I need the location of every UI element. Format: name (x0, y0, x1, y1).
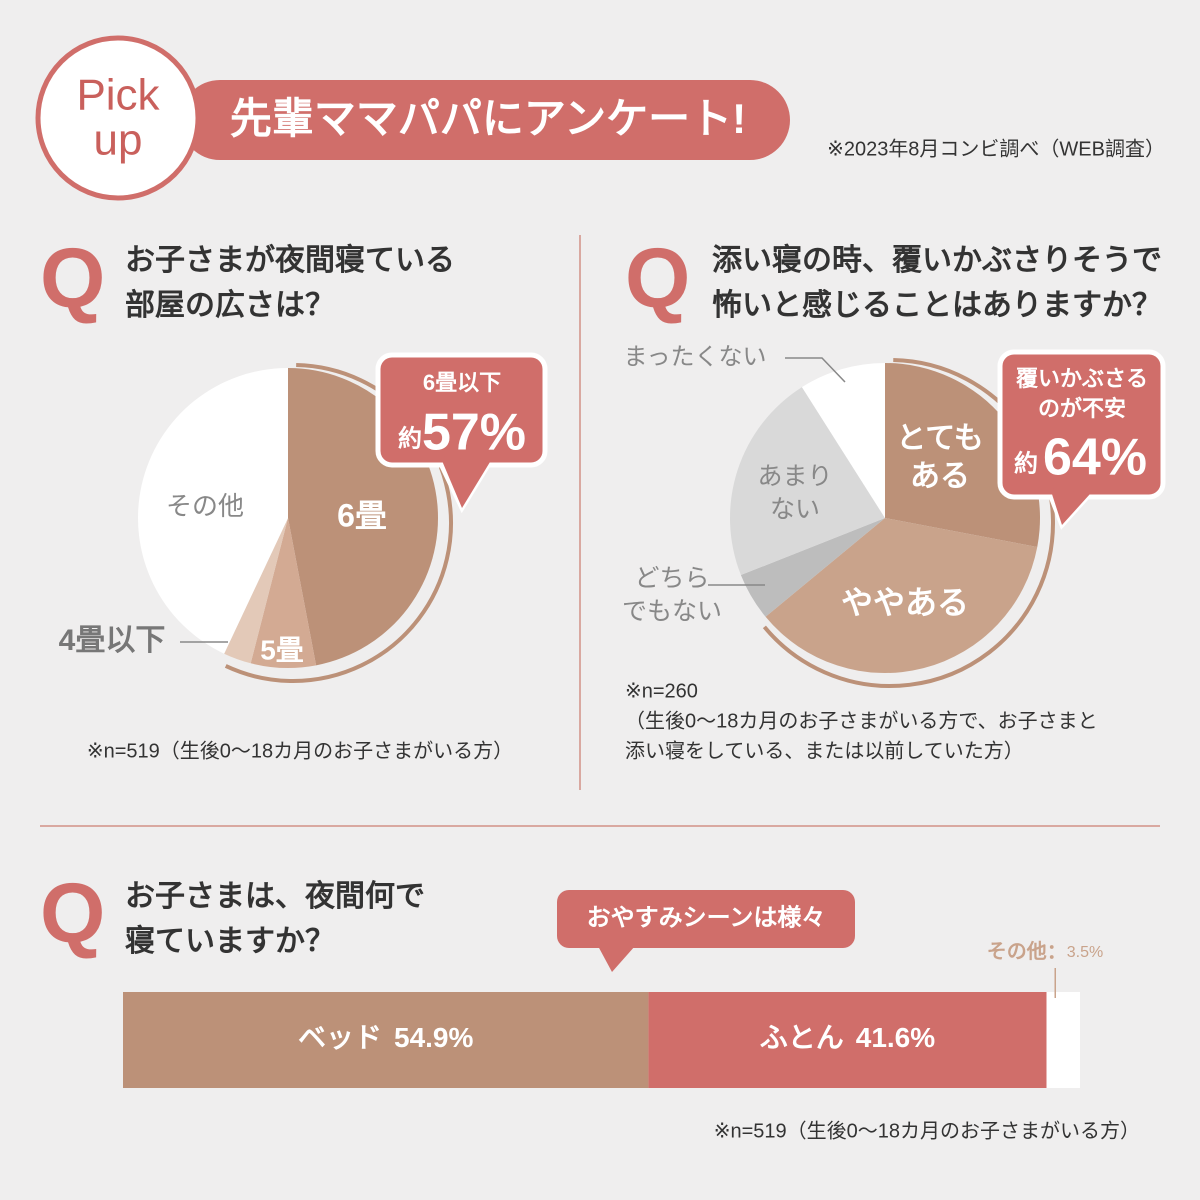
slice-label: ない (770, 496, 820, 524)
question: 寝ていますか？ (125, 924, 335, 958)
slice-label: ある (910, 460, 970, 493)
pie-slice (885, 363, 1040, 548)
badge-text: Pick (76, 71, 160, 120)
value-label: 3.5% (1067, 944, 1103, 961)
callout-tail (1050, 488, 1090, 525)
note: ※n=519（生後0〜18カ月のお子さまがいる方） (714, 1119, 1140, 1142)
callout-text: のが不安 (1038, 396, 1126, 421)
badge (35, 35, 201, 201)
callout (557, 890, 855, 948)
question: 怖いと感じることはありますか？ (712, 289, 1162, 322)
slice-label: 6畳 (337, 497, 387, 533)
bar-label: その他：3.5% (987, 939, 1103, 963)
category: その他 (987, 939, 1047, 963)
callout-value: 57% (422, 404, 526, 462)
badge-text: up (94, 116, 143, 165)
separator: ： (1047, 941, 1067, 963)
title-pill (180, 80, 790, 160)
header-note: ※2023年8月コンビ調べ（WEB調査） (827, 137, 1165, 160)
bar-segment (1046, 992, 1080, 1088)
bar-segment (648, 992, 1047, 1088)
question: 添い寝の時、覆いかぶさりそうで (712, 243, 1162, 277)
bar-segment (123, 992, 649, 1088)
slice-label: どちら (634, 565, 709, 593)
callout-text: 約 (398, 424, 422, 452)
pie-slice (250, 518, 317, 668)
slice-label: ややある (841, 584, 969, 620)
header-title: 先輩ママパパにアンケート! (230, 95, 746, 142)
callout-text: 覆いかぶさる (1015, 366, 1148, 391)
category: ベッド (298, 1022, 382, 1053)
callout-value: 64% (1043, 429, 1147, 487)
leader-line (785, 357, 846, 383)
callout-text: おやすみシーンは様々 (587, 903, 826, 931)
pie-slice (765, 518, 1038, 674)
question: お子さまが夜間寝ている (125, 243, 455, 277)
note: ※n=519（生後0〜18カ月のお子さまがいる方） (87, 739, 513, 762)
callout-text: 約 (1014, 449, 1038, 477)
note: （生後0〜18カ月のお子さまがいる方で、お子さまと (625, 709, 1098, 732)
q-mark: Q (40, 231, 105, 325)
pie-slice (740, 518, 885, 617)
pie-slice (730, 387, 885, 576)
pie-slice (138, 368, 288, 654)
q-mark: Q (625, 231, 690, 325)
slice-label: あまり (757, 463, 832, 491)
slice-label: 4畳以下 (59, 624, 166, 657)
value-label: 54.9% (394, 1022, 473, 1053)
callout-tail (598, 946, 635, 972)
callout-text: 6畳以下 (423, 370, 501, 395)
slice-label: とても (896, 422, 984, 455)
slice-label: その他 (166, 491, 244, 521)
slice-label: まったくない (623, 343, 766, 370)
question: 部屋の広さは？ (125, 288, 335, 322)
category: ふとん (760, 1022, 844, 1053)
slice-label: でもない (622, 598, 722, 626)
note: ※n=260 (625, 680, 698, 702)
slice-label: 5畳 (260, 634, 304, 665)
question: お子さまは、夜間何で (125, 879, 425, 913)
pie-slice (224, 518, 288, 664)
bar-label: ふとん 41.6% (760, 1022, 936, 1053)
note: 添い寝をしている、または以前していた方） (625, 739, 1024, 762)
q-mark: Q (40, 866, 105, 960)
bar-label: ベッド 54.9% (298, 1022, 474, 1053)
callout-tail (440, 456, 490, 508)
pie-slice (801, 363, 885, 518)
value-label: 41.6% (856, 1022, 935, 1053)
slice-outline (762, 358, 1055, 688)
